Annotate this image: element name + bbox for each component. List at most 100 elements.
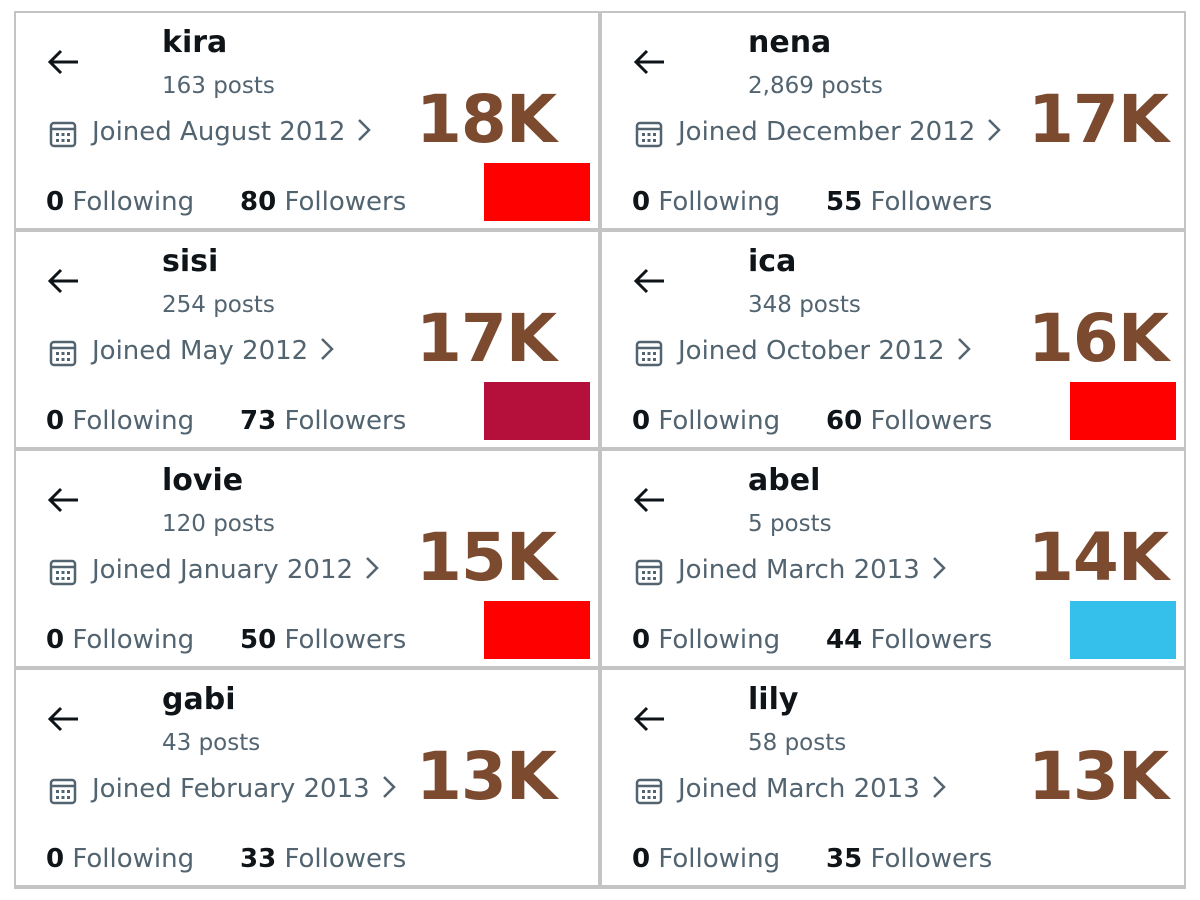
profile-name: ica bbox=[748, 244, 797, 279]
back-button[interactable] bbox=[632, 704, 666, 738]
badge-label: 15K bbox=[416, 519, 557, 596]
following-count: 0 bbox=[46, 406, 65, 436]
badge-label: 17K bbox=[416, 300, 557, 377]
profile-name: nena bbox=[748, 25, 832, 60]
joined-date: Joined February 2013 bbox=[92, 774, 370, 804]
back-button[interactable] bbox=[632, 266, 666, 300]
calendar bbox=[48, 557, 78, 591]
following-count: 0 bbox=[46, 844, 65, 874]
following-label: Following bbox=[72, 844, 195, 874]
chevron-icon bbox=[366, 557, 379, 579]
joined-row: Joined March 2013 bbox=[678, 774, 946, 804]
chevron-icon bbox=[932, 776, 946, 798]
profile-card: nena 2,869 posts Joined December 2012 0 Fol… bbox=[602, 13, 1184, 228]
following-label: Following bbox=[72, 406, 195, 436]
chevron-icon bbox=[358, 119, 372, 141]
following-label: Following bbox=[72, 187, 195, 217]
followers-count: 35 bbox=[826, 844, 863, 874]
color-swatch bbox=[1070, 601, 1176, 659]
chevron-icon bbox=[321, 338, 335, 360]
back-arrow-icon bbox=[47, 706, 78, 732]
calendar bbox=[634, 338, 664, 372]
following-stat[interactable]: 0 Following bbox=[632, 844, 780, 874]
followers-stat[interactable]: 73 Followers bbox=[240, 406, 406, 436]
chevron-icon bbox=[932, 557, 946, 579]
back-button[interactable] bbox=[46, 47, 80, 81]
calendar bbox=[634, 119, 664, 153]
following-stat[interactable]: 0 Following bbox=[46, 187, 194, 217]
followers-stat[interactable]: 50 Followers bbox=[240, 625, 406, 655]
following-stat[interactable]: 0 Following bbox=[632, 406, 780, 436]
profile-name: kira bbox=[162, 25, 228, 60]
followers-stat[interactable]: 80 Followers bbox=[240, 187, 406, 217]
profile-card: ica 348 posts Joined October 2012 0 Followi… bbox=[602, 232, 1184, 447]
post-count: 120 posts bbox=[162, 511, 275, 537]
color-swatch bbox=[484, 382, 590, 440]
following-stat[interactable]: 0 Following bbox=[632, 625, 780, 655]
followers-label: Followers bbox=[870, 187, 993, 217]
following-count: 0 bbox=[632, 625, 651, 655]
post-count: 5 posts bbox=[748, 511, 832, 537]
followers-label: Followers bbox=[284, 625, 407, 655]
following-stat[interactable]: 0 Following bbox=[46, 406, 194, 436]
chevron-icon bbox=[988, 119, 1002, 141]
calendar-icon bbox=[635, 778, 663, 805]
calendar-icon bbox=[49, 559, 77, 586]
followers-stat[interactable]: 55 Followers bbox=[826, 187, 992, 217]
followers-label: Followers bbox=[284, 406, 407, 436]
joined-date: Joined August 2012 bbox=[92, 117, 346, 147]
calendar bbox=[634, 557, 664, 591]
joined-row: Joined March 2013 bbox=[678, 555, 946, 585]
joined-row: Joined February 2013 bbox=[92, 774, 396, 804]
followers-stat[interactable]: 35 Followers bbox=[826, 844, 992, 874]
back-arrow-icon bbox=[47, 487, 78, 513]
color-swatch bbox=[1070, 382, 1176, 440]
calendar-icon bbox=[49, 121, 77, 148]
back-button[interactable] bbox=[46, 266, 80, 300]
calendar bbox=[48, 119, 78, 153]
post-count: 43 posts bbox=[162, 730, 261, 756]
back-button[interactable] bbox=[46, 485, 80, 519]
back-arrow-icon bbox=[633, 49, 664, 75]
followers-stat[interactable]: 60 Followers bbox=[826, 406, 992, 436]
followers-label: Followers bbox=[870, 625, 993, 655]
calendar-icon bbox=[635, 340, 663, 367]
following-stat[interactable]: 0 Following bbox=[46, 625, 194, 655]
post-count: 58 posts bbox=[748, 730, 847, 756]
badge-label: 13K bbox=[416, 738, 557, 815]
followers-count: 55 bbox=[826, 187, 863, 217]
joined-date: Joined May 2012 bbox=[92, 336, 309, 366]
following-stat[interactable]: 0 Following bbox=[632, 187, 780, 217]
followers-stat[interactable]: 33 Followers bbox=[240, 844, 406, 874]
profile-name: sisi bbox=[162, 244, 219, 279]
color-swatch bbox=[484, 163, 590, 221]
followers-stat[interactable]: 44 Followers bbox=[826, 625, 992, 655]
followers-label: Followers bbox=[284, 844, 407, 874]
joined-date: Joined October 2012 bbox=[678, 336, 945, 366]
back-button[interactable] bbox=[46, 704, 80, 738]
calendar bbox=[634, 776, 664, 810]
chevron-icon bbox=[957, 338, 971, 360]
calendar-icon bbox=[635, 559, 663, 586]
color-swatch bbox=[484, 601, 590, 659]
profile-name: lily bbox=[748, 682, 799, 717]
followers-count: 33 bbox=[240, 844, 277, 874]
calendar-icon bbox=[49, 340, 77, 367]
badge-label: 14K bbox=[1028, 519, 1169, 596]
post-count: 348 posts bbox=[748, 292, 861, 318]
followers-label: Followers bbox=[870, 844, 993, 874]
profile-card: lovie 120 posts Joined January 2012 0 Follo… bbox=[16, 451, 598, 666]
badge-label: 13K bbox=[1028, 738, 1169, 815]
joined-row: Joined December 2012 bbox=[678, 117, 1002, 147]
profile-name: abel bbox=[748, 463, 821, 498]
profile-card: sisi 254 posts Joined May 2012 0 Following 7… bbox=[16, 232, 598, 447]
profile-card: lily 58 posts Joined March 2013 0 Following… bbox=[602, 670, 1184, 885]
following-stat[interactable]: 0 Following bbox=[46, 844, 194, 874]
joined-date: Joined December 2012 bbox=[678, 117, 976, 147]
profile-card: abel 5 posts Joined March 2013 0 Following 4… bbox=[602, 451, 1184, 666]
followers-count: 73 bbox=[240, 406, 277, 436]
calendar bbox=[48, 338, 78, 372]
back-button[interactable] bbox=[632, 47, 666, 81]
back-button[interactable] bbox=[632, 485, 666, 519]
